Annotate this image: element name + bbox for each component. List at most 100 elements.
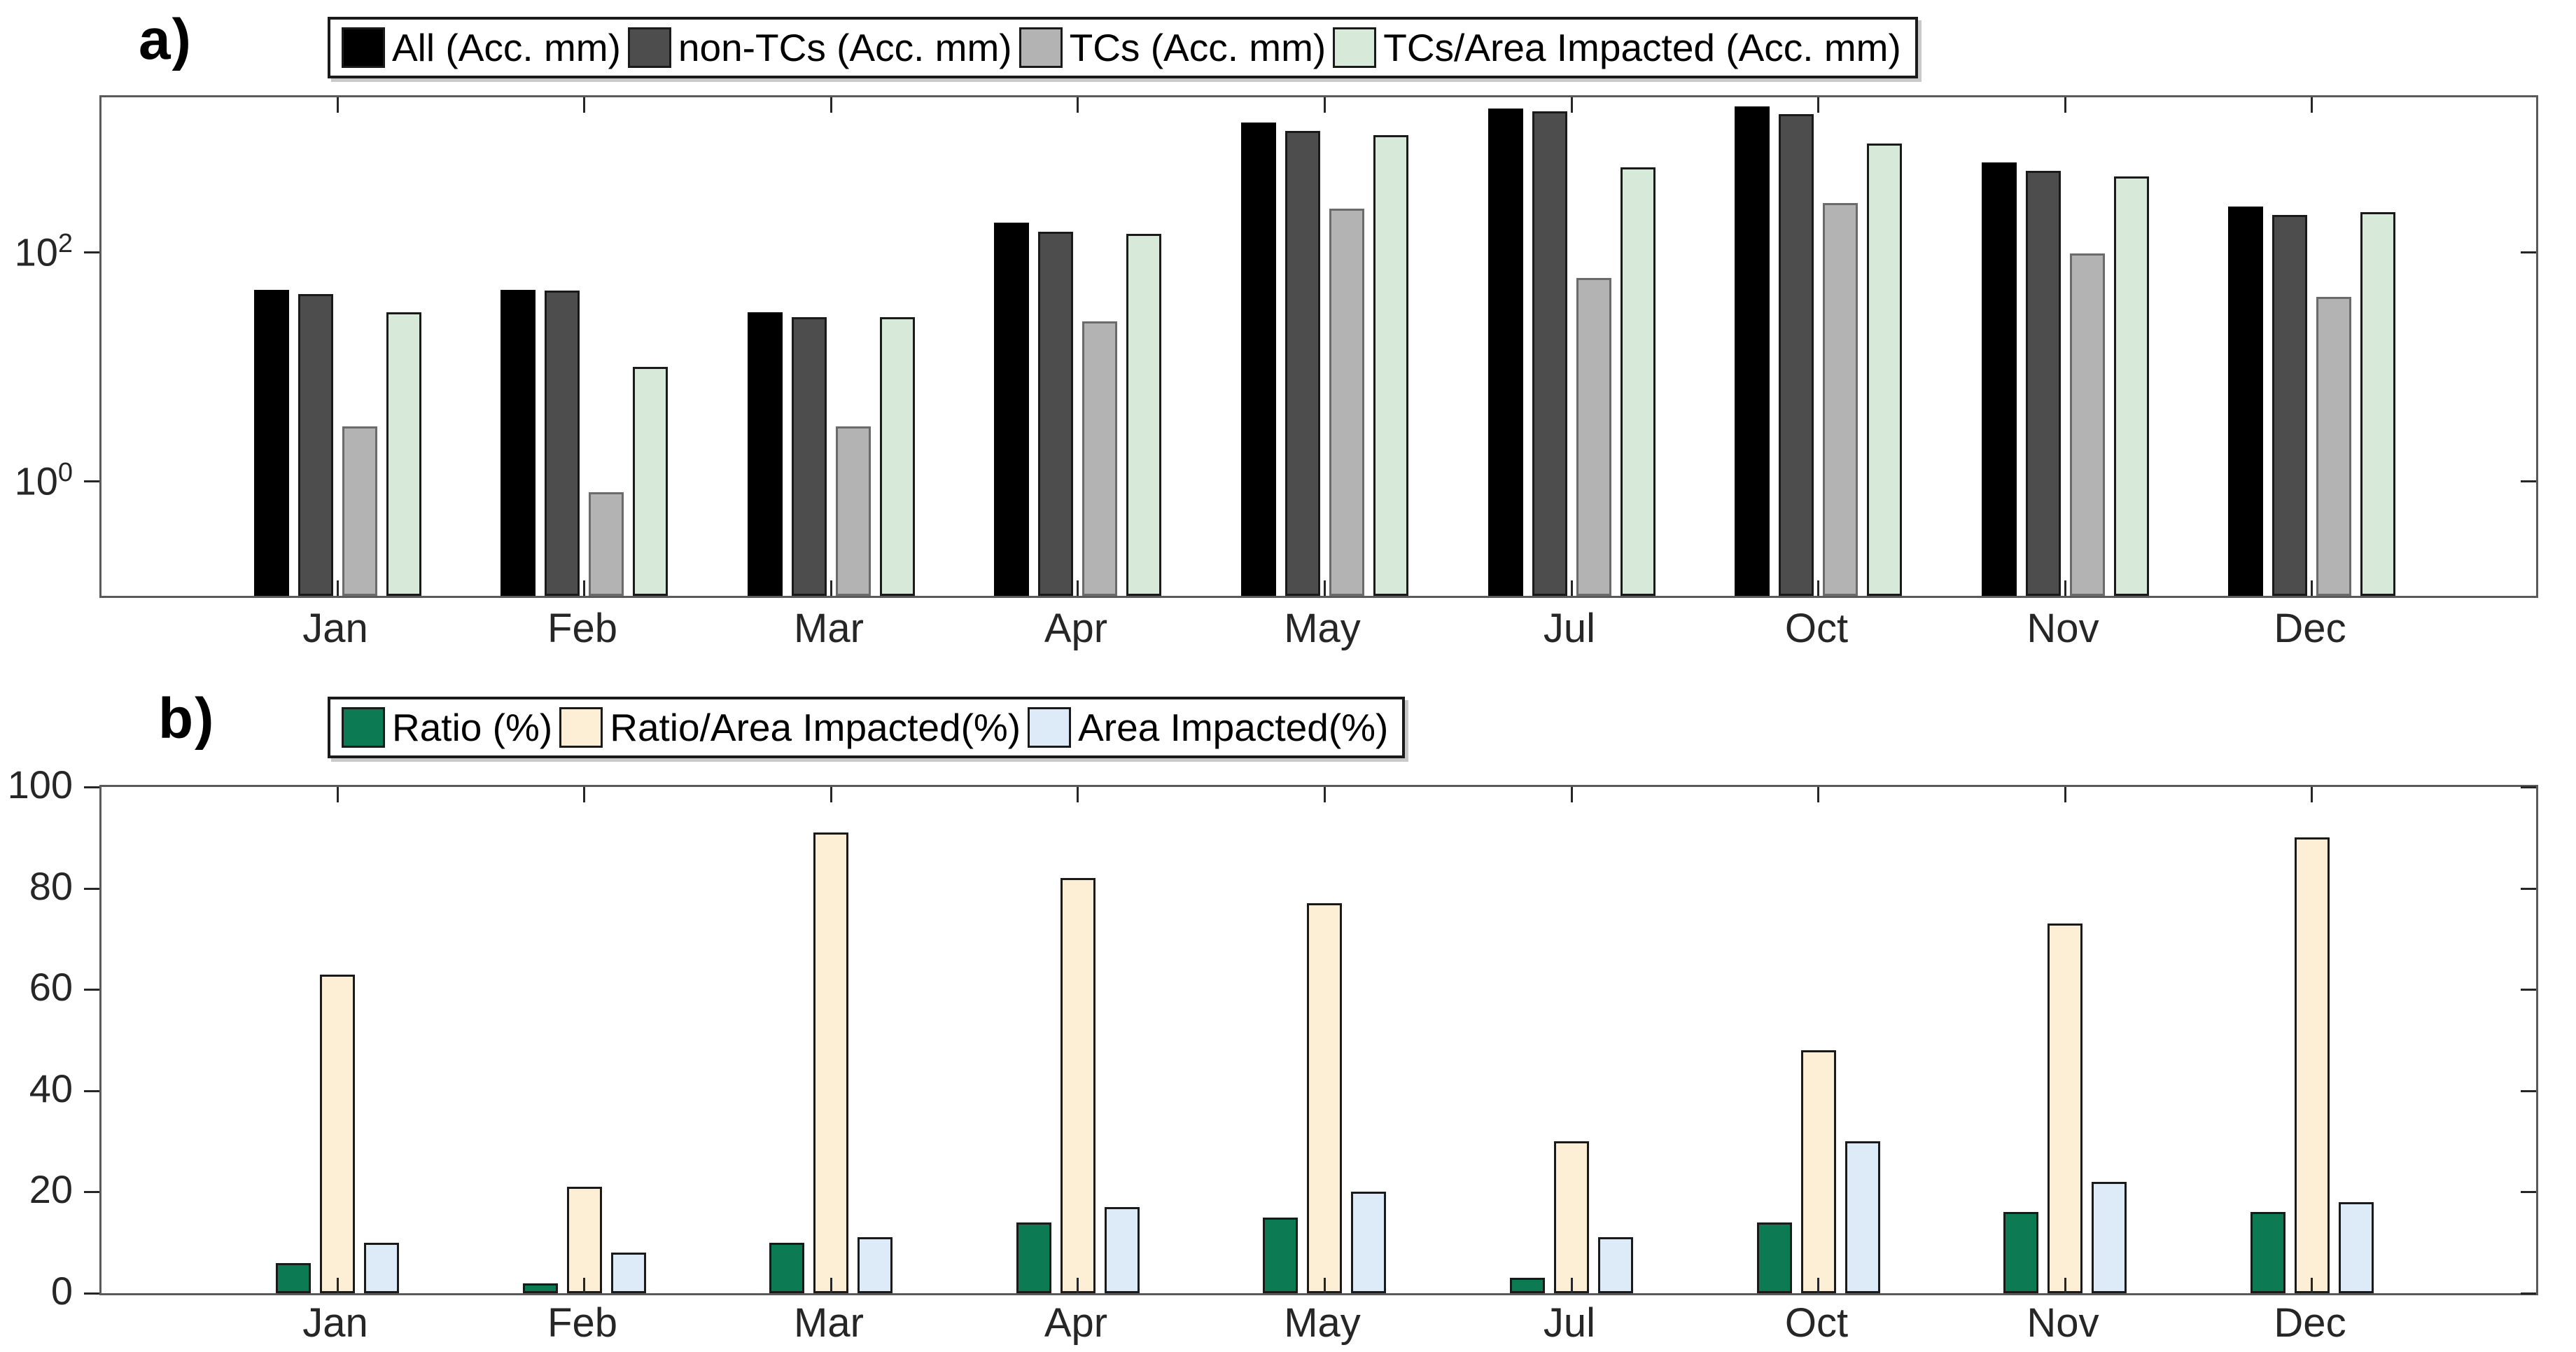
- x-tick-label: Mar: [794, 1300, 864, 1346]
- x-tick: [2311, 787, 2313, 802]
- x-tick-label: May: [1284, 606, 1361, 651]
- x-tick: [337, 580, 339, 596]
- y-tick-right: [2521, 1191, 2536, 1193]
- y-tick-left: [84, 251, 99, 253]
- bar-a-jan-s2: [342, 426, 377, 596]
- x-tick-label: Dec: [2274, 606, 2346, 651]
- bar-b-dec-s2: [2339, 1202, 2374, 1293]
- x-tick-label: May: [1284, 1300, 1361, 1346]
- x-tick: [1571, 97, 1573, 113]
- x-tick: [2064, 97, 2066, 113]
- x-tick: [1324, 580, 1326, 596]
- x-tick: [830, 580, 832, 596]
- x-tick-label: Feb: [547, 606, 617, 651]
- x-tick: [583, 787, 585, 802]
- x-tick: [830, 787, 832, 802]
- panel-b-plot: [84, 785, 2538, 1295]
- legend-swatch: [342, 707, 385, 748]
- bar-b-feb-s2: [611, 1253, 646, 1293]
- x-tick: [1817, 580, 1819, 596]
- x-tick: [2311, 580, 2313, 596]
- x-tick: [1324, 97, 1326, 113]
- bar-a-oct-s2: [1823, 203, 1858, 596]
- x-tick: [1571, 1278, 1573, 1293]
- bar-a-dec-s2: [2316, 297, 2351, 596]
- x-tick: [1817, 787, 1819, 802]
- x-tick: [337, 787, 339, 802]
- bar-b-dec-s1: [2295, 837, 2330, 1293]
- bar-a-may-s1: [1285, 131, 1320, 596]
- legend-label: TCs/Area Impacted (Acc. mm): [1383, 26, 1901, 69]
- legend-label: non-TCs (Acc. mm): [678, 26, 1012, 69]
- bar-b-mar-s2: [858, 1237, 892, 1293]
- bar-a-jul-s0: [1488, 109, 1523, 596]
- x-tick: [1077, 580, 1079, 596]
- bar-a-feb-s2: [589, 492, 624, 596]
- bar-a-nov-s2: [2070, 253, 2105, 596]
- bar-a-may-s3: [1373, 135, 1408, 596]
- legend-item: TCs/Area Impacted (Acc. mm): [1333, 25, 1901, 70]
- panel-a-legend: All (Acc. mm) non-TCs (Acc. mm) TCs (Acc. …: [328, 17, 1918, 78]
- bar-a-apr-s1: [1038, 232, 1073, 596]
- x-tick: [2311, 97, 2313, 113]
- x-tick-label: Jan: [302, 1300, 368, 1346]
- x-tick: [1077, 787, 1079, 802]
- y-tick-right: [2521, 1292, 2536, 1295]
- x-tick: [1571, 787, 1573, 802]
- legend-label: All (Acc. mm): [392, 26, 621, 69]
- bar-a-mar-s1: [792, 317, 827, 596]
- x-tick: [830, 97, 832, 113]
- bar-b-oct-s2: [1845, 1141, 1880, 1293]
- bar-b-jul-s2: [1598, 1237, 1633, 1293]
- bar-a-jan-s3: [386, 312, 421, 596]
- x-tick: [1571, 580, 1573, 596]
- y-tick-left: [84, 1090, 99, 1092]
- x-tick: [830, 1278, 832, 1293]
- x-tick-label: Dec: [2274, 1300, 2346, 1346]
- legend-item: Ratio/Area Impacted(%): [559, 705, 1021, 750]
- x-tick-label: Jul: [1543, 606, 1596, 651]
- bar-a-mar-s2: [836, 426, 871, 596]
- bar-a-nov-s3: [2114, 176, 2149, 596]
- bar-b-jan-s1: [320, 975, 355, 1293]
- y-tick-right: [2521, 989, 2536, 991]
- y-tick-label: 40: [29, 1066, 73, 1110]
- bar-b-jan-s0: [276, 1263, 311, 1293]
- x-tick: [1817, 97, 1819, 113]
- x-tick: [583, 1278, 585, 1293]
- legend-item: Area Impacted(%): [1028, 705, 1388, 750]
- legend-swatch: [559, 707, 603, 748]
- bar-a-mar-s0: [748, 312, 783, 596]
- legend-item: TCs (Acc. mm): [1018, 25, 1326, 70]
- bar-a-may-s2: [1329, 209, 1364, 596]
- y-tick-right: [2521, 1090, 2536, 1092]
- legend-swatch: [1018, 27, 1063, 68]
- bar-a-jul-s2: [1576, 278, 1611, 596]
- y-tick-left: [84, 480, 99, 482]
- bar-a-nov-s1: [2026, 171, 2061, 596]
- y-tick-label: 100: [14, 458, 73, 503]
- y-tick-left: [84, 1191, 99, 1193]
- bar-a-dec-s3: [2360, 212, 2395, 596]
- x-tick-label: Jul: [1543, 1300, 1596, 1346]
- y-tick-right: [2521, 786, 2536, 788]
- x-tick: [1077, 1278, 1079, 1293]
- bar-a-feb-s1: [545, 291, 580, 596]
- legend-swatch: [1333, 27, 1377, 68]
- legend-label: Ratio (%): [392, 706, 553, 749]
- y-tick-label: 80: [29, 864, 73, 908]
- bar-a-mar-s3: [880, 317, 915, 596]
- y-tick-right: [2521, 480, 2536, 482]
- bar-a-jul-s1: [1532, 111, 1567, 596]
- x-tick-label: Oct: [1784, 606, 1849, 651]
- y-tick-right: [2521, 888, 2536, 890]
- x-tick-label: Jan: [302, 606, 368, 651]
- panel-b-letter: b): [158, 687, 216, 751]
- bar-a-oct-s3: [1867, 144, 1902, 596]
- bar-b-may-s1: [1307, 903, 1342, 1293]
- y-tick-label: 20: [29, 1167, 73, 1211]
- bar-b-dec-s0: [2250, 1212, 2286, 1293]
- y-tick-left: [84, 786, 99, 788]
- bar-b-mar-s0: [769, 1243, 804, 1293]
- y-tick-right: [2521, 251, 2536, 253]
